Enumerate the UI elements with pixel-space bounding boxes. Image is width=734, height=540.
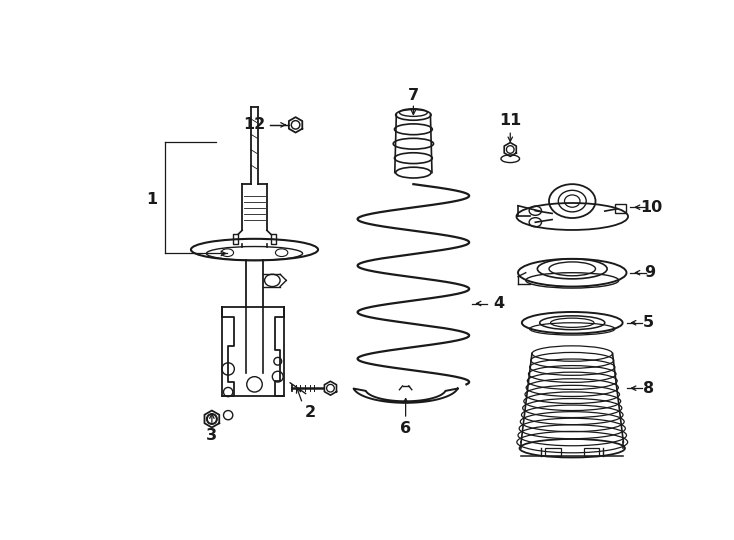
Bar: [584, 448, 600, 456]
Text: 3: 3: [206, 428, 217, 443]
Bar: [615, 204, 625, 213]
Text: 12: 12: [244, 117, 266, 132]
Text: 1: 1: [147, 192, 158, 207]
Text: 2: 2: [305, 406, 316, 420]
Text: 9: 9: [644, 265, 655, 280]
Bar: [545, 448, 561, 456]
Text: 7: 7: [408, 88, 419, 103]
Text: 6: 6: [400, 421, 411, 436]
Text: 8: 8: [643, 381, 654, 396]
Text: 5: 5: [643, 315, 654, 330]
Text: 11: 11: [499, 113, 521, 128]
Text: 4: 4: [493, 296, 504, 311]
Text: 10: 10: [640, 200, 662, 215]
